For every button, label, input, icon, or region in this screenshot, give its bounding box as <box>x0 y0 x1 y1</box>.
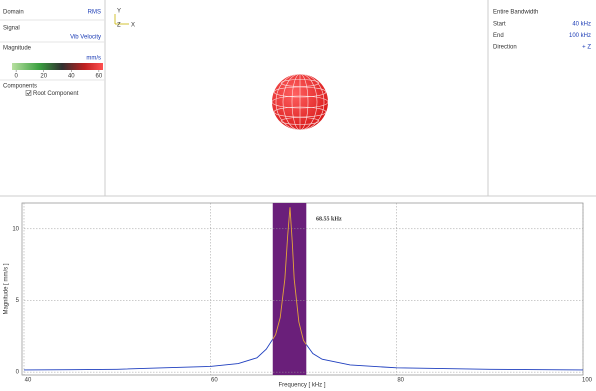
colorbar <box>12 63 103 70</box>
colorbar-tick-label: 40 <box>68 74 75 80</box>
value: 40 kHz <box>572 22 591 28</box>
sphere <box>272 74 328 130</box>
axis-label: X <box>131 23 135 29</box>
axis-label: Y <box>117 9 121 15</box>
label: Magnitude <box>3 46 32 52</box>
label: Domain <box>3 10 24 16</box>
label: Start <box>493 22 506 28</box>
x-tick-label: 60 <box>211 378 218 384</box>
annotation: 68.55 kHz <box>316 216 342 222</box>
component[interactable]: Root Component <box>33 91 79 97</box>
x-tick-label: 100 <box>582 378 593 384</box>
y-tick-label: 0 <box>16 370 20 376</box>
screen: Domain RMS Signal Vib Velocity Magnitude… <box>0 0 596 391</box>
label: End <box>493 33 504 39</box>
value: 100 kHz <box>569 33 591 39</box>
unit: mm/s <box>86 56 101 62</box>
panel-title: Entire Bandwidth <box>493 10 538 16</box>
axis-label: Z <box>117 23 121 29</box>
x-axis-label: Frequency [ kHz ] <box>278 383 325 389</box>
x-tick-label: 40 <box>25 378 32 384</box>
value[interactable]: Vib Velocity <box>70 35 101 41</box>
colorbar-tick-label: 20 <box>40 74 47 80</box>
x-tick-label: 80 <box>397 378 404 384</box>
y-tick-label: 10 <box>12 226 19 232</box>
y-tick-label: 5 <box>16 298 20 304</box>
value[interactable]: RMS <box>88 10 101 16</box>
label: Signal <box>3 26 20 32</box>
colorbar-tick-label: 60 <box>96 74 103 80</box>
label: Direction <box>493 45 517 51</box>
label: Components <box>3 84 37 90</box>
y-axis-label: Magnitude [ mm/s ] <box>4 263 10 314</box>
value: + Z <box>582 45 591 51</box>
